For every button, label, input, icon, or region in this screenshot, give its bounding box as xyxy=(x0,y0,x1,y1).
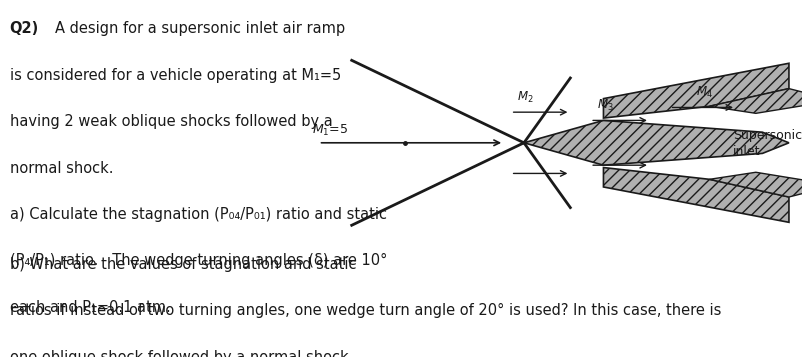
Text: one oblique shock followed by a normal shock .: one oblique shock followed by a normal s… xyxy=(10,350,357,357)
Text: $M_2$: $M_2$ xyxy=(516,90,533,105)
Text: normal shock.: normal shock. xyxy=(10,161,113,176)
Text: inlet: inlet xyxy=(732,145,759,158)
Polygon shape xyxy=(709,172,802,197)
Text: each and P₁=0.1 atm.: each and P₁=0.1 atm. xyxy=(10,300,170,315)
Polygon shape xyxy=(603,63,788,118)
Text: $M_1$=5: $M_1$=5 xyxy=(311,123,347,138)
Text: $M_4$: $M_4$ xyxy=(695,85,712,100)
Text: Supersonic: Supersonic xyxy=(732,129,801,142)
Text: A design for a supersonic inlet air ramp: A design for a supersonic inlet air ramp xyxy=(55,21,344,36)
Text: a) Calculate the stagnation (P₀₄/P₀₁) ratio and static: a) Calculate the stagnation (P₀₄/P₀₁) ra… xyxy=(10,207,386,222)
Text: (P₄/P₁) ratio.   The wedge turning angles (δ) are 10°: (P₄/P₁) ratio. The wedge turning angles … xyxy=(10,253,387,268)
Polygon shape xyxy=(709,89,802,114)
Text: ratios if instead of two turning angles, one wedge turn angle of 20° is used? In: ratios if instead of two turning angles,… xyxy=(10,303,720,318)
Text: Q2): Q2) xyxy=(10,21,38,36)
Polygon shape xyxy=(603,167,788,222)
Text: having 2 weak oblique shocks followed by a: having 2 weak oblique shocks followed by… xyxy=(10,114,332,129)
Text: b) What are the values of stagnation and static: b) What are the values of stagnation and… xyxy=(10,257,356,272)
Polygon shape xyxy=(523,120,788,165)
Text: $M_3$: $M_3$ xyxy=(596,98,613,114)
Text: is considered for a vehicle operating at M₁=5: is considered for a vehicle operating at… xyxy=(10,68,341,83)
